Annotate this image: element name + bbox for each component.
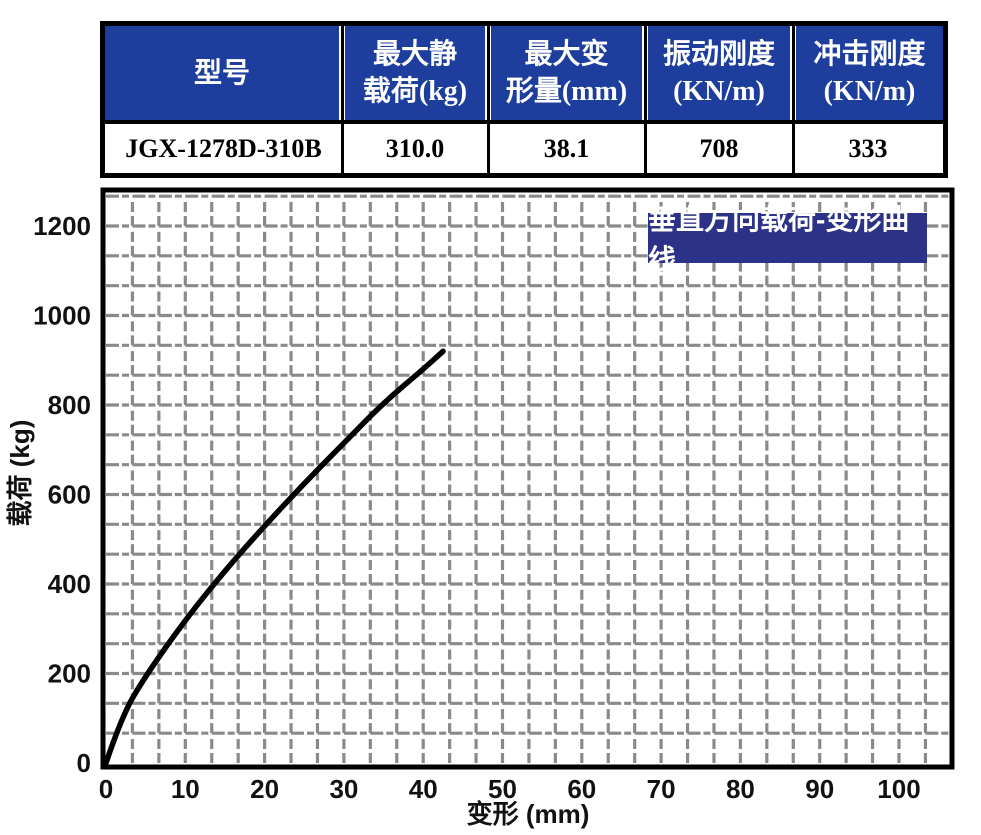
plot-border (100, 187, 955, 770)
load-deformation-curve (103, 348, 446, 766)
col-header-max-deformation: 最大变 形量(mm) (488, 26, 645, 120)
cell-impact-stiffness: 333 (793, 124, 943, 173)
y-tick-label: 0 (77, 748, 91, 778)
y-tick-label: 1200 (33, 211, 91, 241)
cell-max-deformation: 38.1 (488, 124, 645, 173)
x-tick-label: 20 (250, 774, 279, 804)
col-header-max-deformation-line1: 最大变 (524, 39, 609, 70)
x-tick-label: 60 (567, 774, 596, 804)
x-tick-label: 70 (647, 774, 676, 804)
spec-table-header-row: 型号 最大静 载荷(kg) 最大变 形量(mm) 振动刚度 (KN/m) 冲击刚… (105, 26, 943, 120)
col-header-vibration-stiffness-line1: 振动刚度 (662, 39, 775, 70)
y-tick-label: 800 (48, 390, 91, 420)
load-deformation-chart: 0 10 20 30 40 50 60 70 80 90 100 0 200 400 600 800 1000 1… (0, 180, 981, 835)
col-header-model: 型号 (105, 26, 342, 120)
table-column-divider (341, 26, 344, 173)
y-tick-label: 600 (48, 480, 91, 510)
table-column-divider (644, 26, 647, 173)
col-header-impact-stiffness-line2: (KN/m) (823, 76, 916, 107)
spec-table: 型号 最大静 载荷(kg) 最大变 形量(mm) 振动刚度 (KN/m) 冲击刚… (100, 21, 948, 178)
col-header-model-line1: 型号 (193, 57, 250, 89)
y-tick-label: 200 (48, 659, 91, 689)
y-tick-label: 400 (48, 569, 91, 599)
chart-title-badge: 垂直方向载荷-变形曲线 (648, 204, 927, 275)
table-column-divider (792, 26, 795, 173)
col-header-vibration-stiffness-line2: (KN/m) (673, 76, 765, 107)
x-tick-label: 40 (409, 774, 438, 804)
col-header-max-static-load-line1: 最大静 (372, 39, 457, 70)
table-row-divider (105, 120, 943, 124)
x-tick-label: 100 (877, 774, 920, 804)
col-header-vibration-stiffness: 振动刚度 (KN/m) (645, 26, 793, 120)
x-tick-label: 0 (99, 774, 113, 804)
x-tick-label: 50 (488, 774, 517, 804)
cell-vibration-stiffness: 708 (645, 124, 793, 173)
col-header-impact-stiffness: 冲击刚度 (KN/m) (793, 26, 943, 120)
y-axis-label: 载荷 (kg) (5, 419, 35, 527)
col-header-impact-stiffness-line1: 冲击刚度 (813, 39, 926, 70)
cell-max-static-load: 310.0 (342, 124, 488, 173)
x-axis-label: 变形 (mm) (466, 799, 590, 829)
x-tick-label: 10 (171, 774, 200, 804)
spec-table-data-row: JGX-1278D-310B 310.0 38.1 708 333 (105, 124, 943, 173)
col-header-max-static-load-line2: 载荷(kg) (362, 76, 468, 107)
x-tick-label: 80 (726, 774, 755, 804)
table-column-divider (487, 26, 490, 173)
y-tick-label: 1000 (33, 301, 91, 331)
cell-model: JGX-1278D-310B (105, 124, 342, 173)
col-header-max-deformation-line2: 形量(mm) (505, 76, 628, 107)
x-tick-label: 30 (329, 774, 358, 804)
col-header-max-static-load: 最大静 载荷(kg) (342, 26, 488, 120)
x-tick-label: 90 (805, 774, 834, 804)
chart-plot-svg: 0 10 20 30 40 50 60 70 80 90 100020040060080010001… (33, 187, 955, 804)
